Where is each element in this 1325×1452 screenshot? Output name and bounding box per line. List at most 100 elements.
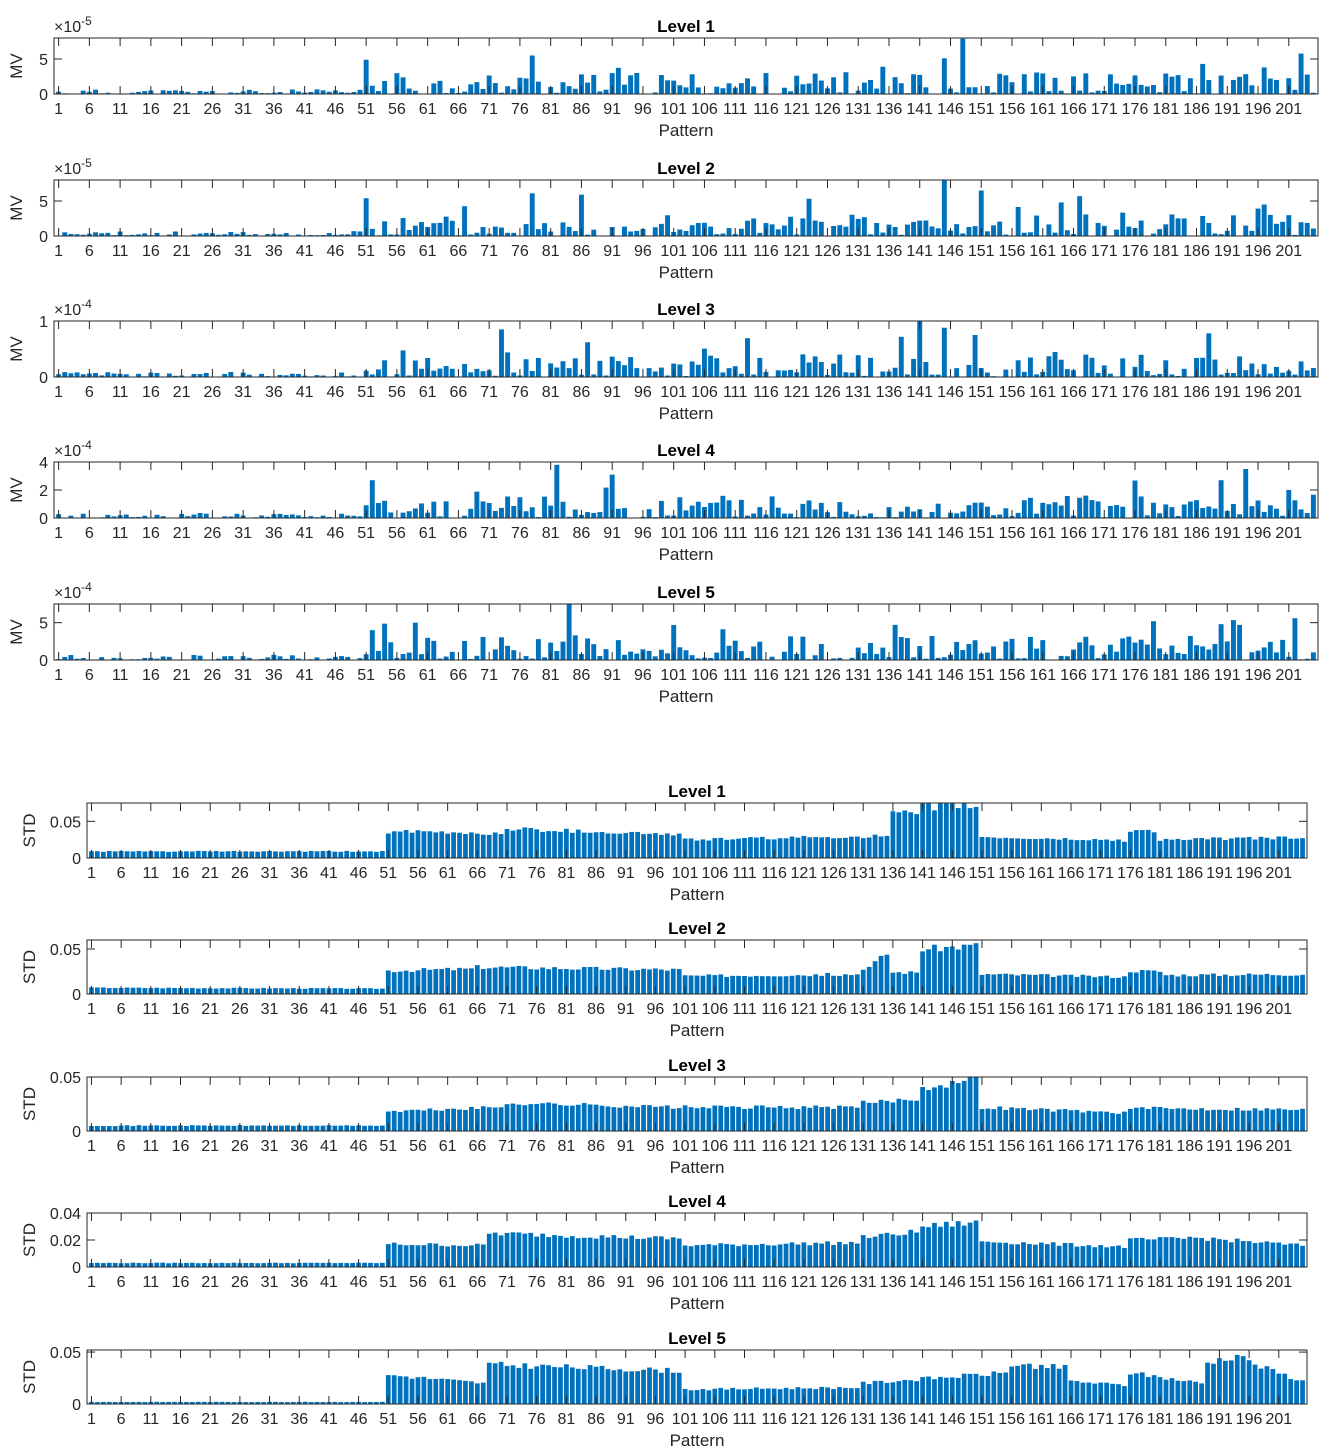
- x-tick-label: 121: [783, 101, 810, 118]
- bar: [771, 976, 777, 994]
- x-tick-label: 101: [672, 865, 699, 882]
- bar: [615, 361, 621, 377]
- bar: [540, 1364, 546, 1404]
- bar: [1267, 78, 1273, 94]
- bar: [706, 1390, 712, 1404]
- bar: [517, 77, 523, 94]
- bar: [664, 970, 670, 994]
- bar: [302, 851, 308, 858]
- bar: [443, 501, 449, 518]
- bar: [400, 512, 406, 518]
- bar: [1120, 212, 1126, 236]
- bar: [412, 622, 418, 660]
- bar: [1139, 969, 1145, 994]
- x-tick-label: 126: [820, 1274, 847, 1291]
- x-tick-label: 1: [54, 525, 63, 542]
- x-tick-label: 31: [234, 384, 252, 401]
- bar: [1089, 92, 1095, 94]
- x-tick-label: 186: [1176, 865, 1203, 882]
- x-tick-label: 136: [880, 1001, 907, 1018]
- bar: [997, 838, 1003, 858]
- x-tick-label: 166: [1058, 1001, 1085, 1018]
- x-tick-label: 11: [143, 1411, 160, 1428]
- bar: [966, 644, 972, 660]
- bar: [837, 975, 842, 994]
- bar: [664, 1367, 670, 1404]
- bar: [848, 1241, 854, 1267]
- bar: [511, 89, 517, 94]
- bar: [908, 1380, 914, 1404]
- bar: [99, 375, 105, 377]
- bar: [474, 1383, 480, 1404]
- bar: [748, 837, 753, 858]
- x-tick-label: 46: [327, 384, 345, 401]
- bar: [259, 515, 265, 518]
- bar: [1175, 1108, 1181, 1131]
- bar: [653, 968, 658, 994]
- bar: [801, 1242, 807, 1267]
- bar: [283, 658, 289, 660]
- bar: [439, 1110, 445, 1131]
- bar: [708, 657, 714, 660]
- bar: [425, 637, 431, 660]
- bar: [1015, 1108, 1020, 1131]
- bar: [878, 955, 884, 994]
- bar: [1274, 366, 1279, 377]
- bar: [255, 1125, 261, 1131]
- bar: [457, 1109, 462, 1131]
- bar: [504, 1365, 510, 1404]
- bar: [949, 1226, 955, 1267]
- x-tick-label: 11: [143, 865, 160, 882]
- bar: [106, 851, 112, 858]
- bar: [1234, 837, 1240, 858]
- bar: [807, 1388, 813, 1404]
- bar: [419, 368, 424, 377]
- bar: [1021, 838, 1026, 858]
- bar: [1086, 1382, 1092, 1404]
- bar: [142, 851, 148, 858]
- x-tick-label: 111: [732, 865, 756, 882]
- bar: [949, 803, 955, 858]
- bar: [1128, 1374, 1133, 1404]
- bar: [880, 371, 886, 377]
- bar: [1110, 840, 1115, 858]
- x-tick-label: 136: [880, 865, 907, 882]
- bar: [421, 1110, 427, 1131]
- bar: [1175, 75, 1181, 94]
- x-tick-label: 101: [672, 1001, 699, 1018]
- chart-panel: 1 6 11 16 21 26 31 36 41 46 51 56 61 66 71 76 81 86 91 96 10…: [7, 297, 1319, 423]
- bar: [1015, 975, 1020, 994]
- bar: [111, 657, 117, 660]
- bar: [166, 851, 172, 858]
- y-exponent: ×10-5: [54, 156, 92, 178]
- bar: [1228, 1242, 1234, 1267]
- chart-panel: 1 6 11 16 21 26 31 36 41 46 51 56 61 66 71 76 81 86 91 96 10…: [20, 1329, 1308, 1450]
- bar: [1211, 1109, 1216, 1131]
- bar: [726, 83, 732, 94]
- bar: [635, 831, 641, 858]
- bar: [991, 515, 996, 518]
- bar: [1212, 508, 1218, 518]
- x-tick-label: 201: [1265, 1001, 1292, 1018]
- x-tick-label: 91: [617, 1411, 635, 1428]
- bar: [1223, 974, 1228, 994]
- bar: [437, 80, 443, 94]
- bar: [369, 630, 375, 660]
- bar: [935, 374, 941, 377]
- bar: [516, 965, 522, 994]
- x-tick-label: 201: [1265, 865, 1292, 882]
- bar: [468, 234, 474, 236]
- bar: [437, 658, 443, 660]
- bar: [351, 515, 357, 518]
- bar: [1064, 369, 1070, 377]
- bar: [1211, 837, 1216, 858]
- bar: [397, 1376, 403, 1404]
- bar: [935, 228, 941, 236]
- bar: [1062, 1365, 1068, 1404]
- bar: [659, 969, 664, 994]
- bar: [917, 74, 923, 94]
- x-tick-label: 26: [203, 525, 221, 542]
- x-tick-label: 21: [173, 101, 191, 118]
- bar: [1021, 232, 1027, 236]
- bar: [581, 1369, 587, 1404]
